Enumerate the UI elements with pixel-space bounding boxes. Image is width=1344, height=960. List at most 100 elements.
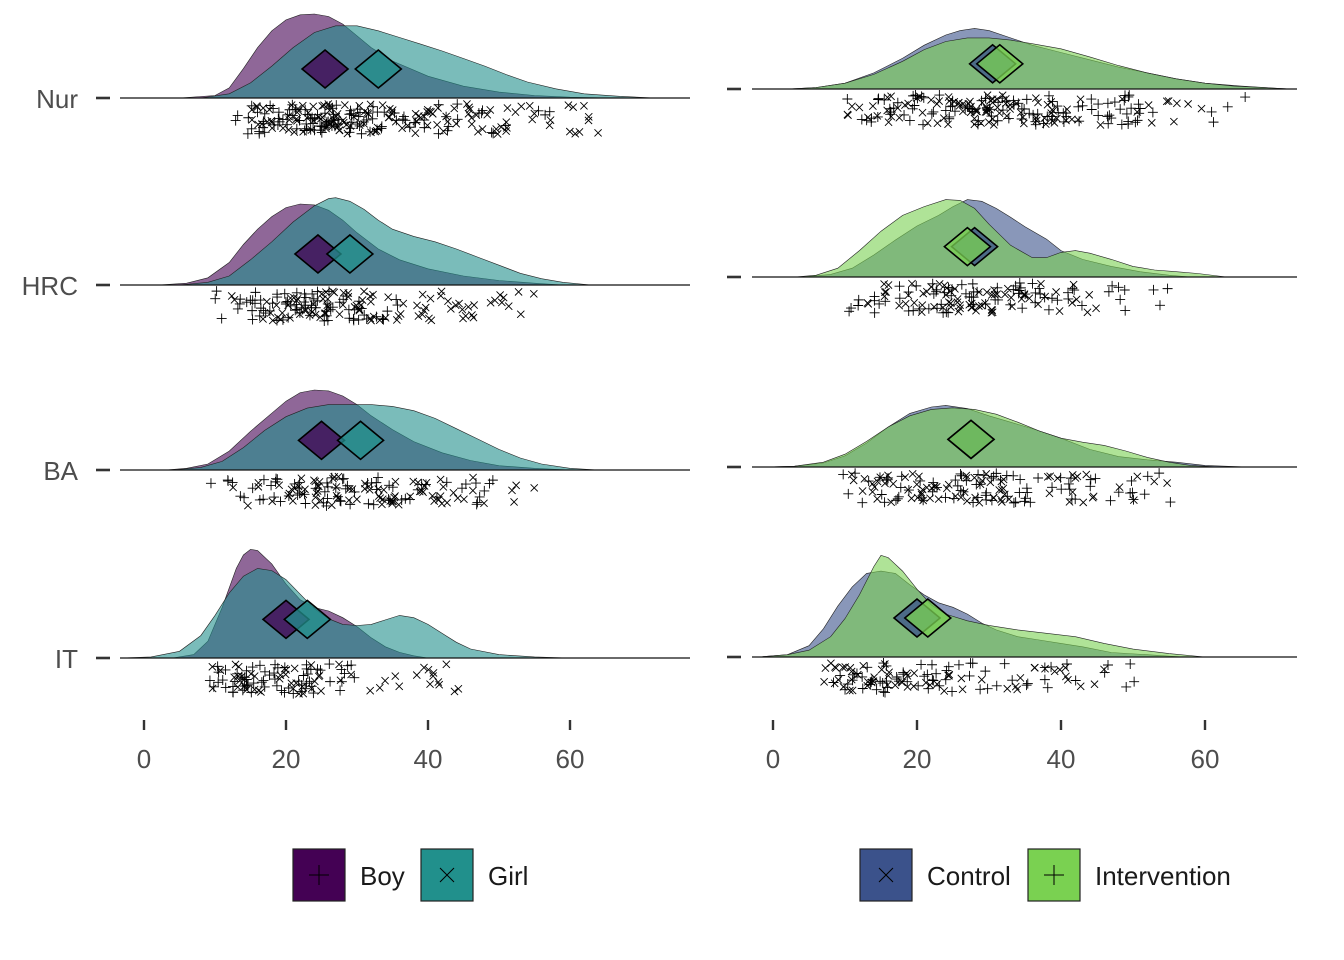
point-girl — [327, 501, 336, 510]
point-girl — [565, 127, 574, 136]
point-intervention — [1113, 487, 1124, 498]
point-girl — [379, 485, 388, 494]
point-intervention — [941, 665, 952, 676]
point-girl — [375, 683, 384, 692]
point-girl — [364, 482, 373, 491]
point-intervention — [1162, 283, 1173, 294]
point-intervention — [1047, 482, 1058, 493]
point-girl — [314, 113, 323, 122]
point-intervention — [903, 305, 914, 316]
point-boy — [471, 499, 482, 510]
point-boy — [220, 682, 231, 693]
point-boy — [397, 114, 408, 125]
point-intervention — [926, 659, 937, 670]
point-girl — [293, 116, 301, 125]
point-control — [1164, 97, 1173, 106]
point-girl — [360, 287, 368, 296]
mean-diamond-boy — [300, 48, 350, 90]
point-girl — [307, 661, 316, 669]
point-intervention — [1016, 113, 1027, 124]
point-intervention — [931, 286, 942, 297]
point-boy — [335, 685, 346, 696]
point-control — [847, 470, 856, 479]
point-intervention — [1053, 107, 1064, 118]
point-control — [950, 97, 959, 106]
y-tick-label: Nur — [36, 84, 78, 114]
point-control — [1062, 672, 1070, 681]
point-boy — [273, 113, 284, 124]
point-intervention — [1017, 303, 1028, 314]
point-intervention — [1021, 94, 1032, 105]
point-girl — [430, 497, 439, 505]
point-intervention — [842, 93, 853, 104]
point-boy — [267, 298, 278, 309]
point-girl — [385, 113, 394, 121]
point-boy — [276, 685, 287, 696]
point-girl — [314, 672, 323, 681]
point-girl — [343, 129, 352, 138]
point-girl — [514, 287, 523, 296]
point-intervention — [995, 474, 1006, 485]
point-intervention — [1154, 300, 1165, 311]
point-control — [1011, 682, 1020, 691]
point-boy — [294, 488, 305, 499]
point-boy — [304, 676, 315, 687]
point-girl — [391, 117, 400, 126]
point-girl — [295, 689, 303, 698]
point-boy — [272, 289, 283, 300]
point-girl — [336, 676, 345, 685]
point-intervention — [976, 95, 987, 106]
point-control — [1090, 680, 1099, 689]
point-control — [873, 494, 882, 503]
point-intervention — [1028, 109, 1039, 120]
point-girl — [512, 481, 521, 490]
point-intervention — [958, 486, 969, 497]
point-intervention — [928, 106, 939, 117]
point-intervention — [856, 114, 867, 125]
point-intervention — [1008, 497, 1019, 508]
point-intervention — [898, 667, 909, 678]
point-boy — [371, 477, 382, 488]
point-boy — [283, 312, 294, 323]
point-control — [880, 660, 889, 668]
point-control — [978, 98, 987, 107]
point-intervention — [992, 115, 1003, 126]
point-control — [933, 99, 941, 108]
point-intervention — [903, 485, 914, 496]
point-control — [1088, 493, 1097, 502]
point-girl — [461, 311, 470, 320]
point-boy — [472, 497, 483, 508]
point-boy — [363, 498, 374, 509]
point-intervention — [981, 102, 992, 113]
point-girl — [426, 680, 434, 689]
point-intervention — [915, 475, 926, 486]
point-boy — [353, 296, 364, 307]
point-girl — [303, 113, 311, 122]
point-control — [877, 665, 886, 674]
point-intervention — [880, 296, 891, 307]
point-intervention — [1126, 475, 1137, 486]
point-girl — [367, 316, 375, 325]
point-boy — [488, 128, 499, 139]
point-boy — [457, 483, 468, 494]
point-control — [1032, 113, 1041, 122]
point-intervention — [879, 497, 890, 508]
point-boy — [254, 128, 265, 139]
point-control — [998, 485, 1006, 494]
point-control — [1082, 470, 1091, 479]
point-intervention — [1046, 661, 1057, 672]
point-girl — [301, 485, 309, 494]
point-intervention — [1027, 278, 1038, 289]
point-girl — [308, 308, 316, 316]
point-girl — [530, 483, 539, 492]
point-intervention — [1064, 484, 1075, 495]
point-boy — [275, 496, 286, 507]
point-boy — [259, 108, 270, 119]
point-intervention — [1010, 497, 1021, 508]
point-boy — [301, 659, 312, 670]
plus-icon — [1044, 865, 1064, 885]
point-control — [1083, 308, 1092, 317]
point-girl — [450, 104, 459, 113]
point-girl — [575, 128, 584, 136]
point-intervention — [1142, 471, 1153, 482]
